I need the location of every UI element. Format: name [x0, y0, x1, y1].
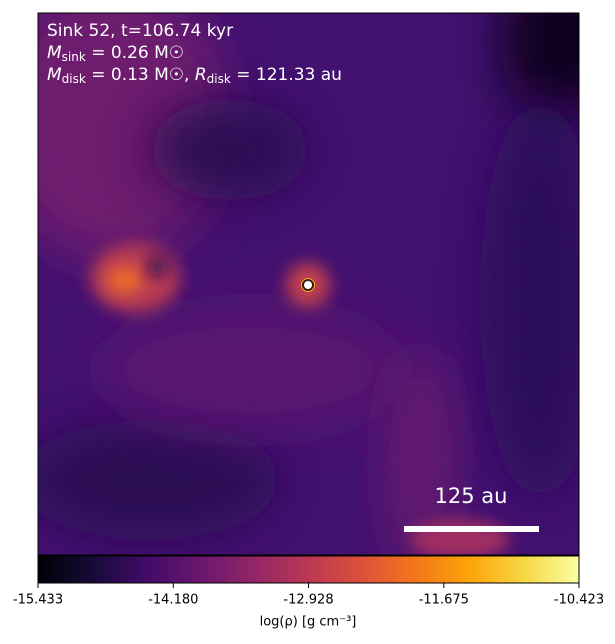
tick-label: -11.675	[419, 593, 469, 608]
annotation: Msink = 0.26 M☉	[47, 43, 184, 64]
text: = 0.13 M☉,	[86, 65, 195, 85]
subscript: sink	[62, 50, 86, 64]
tick-label: -10.423	[554, 593, 604, 608]
symbol: M	[47, 65, 62, 85]
symbol: M	[47, 43, 62, 63]
colorbar-label: log(ρ) [g cm⁻³]	[260, 615, 357, 630]
annotation: Mdisk = 0.13 M☉, Rdisk = 121.33 au	[47, 65, 342, 86]
colorbar	[37, 555, 580, 584]
density-image	[38, 13, 579, 555]
frame	[37, 12, 580, 556]
symbol: R	[195, 65, 207, 85]
tick-label: -15.433	[13, 593, 63, 608]
text: = 0.26 M☉	[86, 43, 184, 63]
scale-bar	[404, 526, 539, 532]
annotation: Sink 52, t=106.74 kyr	[47, 21, 233, 41]
subscript: disk	[207, 72, 231, 86]
tick-label: -12.928	[283, 593, 333, 608]
text: = 121.33 au	[231, 65, 342, 85]
subscript: disk	[62, 72, 86, 86]
scale-bar-label: 125 au	[435, 484, 508, 508]
tick-label: -14.180	[148, 593, 198, 608]
